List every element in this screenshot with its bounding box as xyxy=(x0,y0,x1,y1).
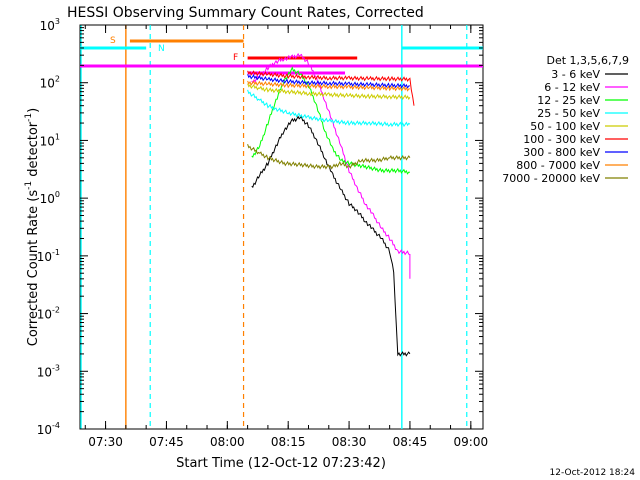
legend-entry-label: 25 - 50 keV xyxy=(537,107,600,120)
interval-letter: F xyxy=(233,53,238,63)
y-axis-label-sup1: -1 xyxy=(24,181,34,190)
x-axis-ticks: 07:30 07:45 08:00 08:15 08:30 08:45 09:00 xyxy=(84,25,489,449)
series-line xyxy=(247,80,410,92)
y-tick-label: 100 xyxy=(40,190,60,206)
interval-letter: S xyxy=(110,36,116,46)
x-tick-label: 07:45 xyxy=(149,435,184,449)
legend-entry-label: 800 - 7000 keV xyxy=(516,159,600,172)
legend-entry-label: 50 - 100 keV xyxy=(530,120,600,133)
y-tick-label: 102 xyxy=(40,75,60,91)
plot-frame xyxy=(79,24,484,430)
y-axis-label: Corrected Count Rate (s-1 detector-1) xyxy=(24,108,41,346)
legend-entry-label: 7000 - 20000 keV xyxy=(502,172,600,185)
series-line xyxy=(247,70,415,106)
series-line xyxy=(247,83,411,101)
legend-entry-label: 300 - 800 keV xyxy=(523,146,600,159)
y-axis-label-mid: detector xyxy=(26,121,41,181)
y-tick-label: 10-3 xyxy=(37,363,60,379)
x-tick-label: 07:30 xyxy=(88,435,123,449)
y-axis-label-end: ) xyxy=(26,108,41,113)
legend-entry-label: 6 - 12 keV xyxy=(544,81,600,94)
y-axis-label-sup2: -1 xyxy=(24,113,34,122)
y-tick-label: 10-1 xyxy=(37,248,60,264)
x-tick-label: 09:00 xyxy=(454,435,489,449)
y-tick-label: 101 xyxy=(40,132,60,148)
series-line xyxy=(247,74,410,89)
x-tick-label: 08:00 xyxy=(210,435,245,449)
series-line xyxy=(251,52,411,279)
series-line xyxy=(251,115,411,357)
footer-date: 12-Oct-2012 18:24 xyxy=(550,468,636,478)
chart-title: HESSI Observing Summary Count Rates, Cor… xyxy=(67,5,424,21)
series-line xyxy=(251,66,410,175)
legend-entry-label: 12 - 25 keV xyxy=(537,94,600,107)
x-tick-label: 08:45 xyxy=(393,435,428,449)
x-tick-label: 08:30 xyxy=(332,435,367,449)
series-line xyxy=(247,144,411,170)
series-line xyxy=(247,89,411,128)
y-tick-label: 10-2 xyxy=(37,306,60,322)
y-axis-ticks: 10-4 10-3 10-2 10-1 100 101 102 103 xyxy=(37,17,483,437)
x-axis-label: Start Time (12-Oct-12 07:23:42) xyxy=(176,456,386,471)
y-axis-label-main: Corrected Count Rate (s xyxy=(26,190,41,347)
y-tick-label: 10-4 xyxy=(37,421,60,437)
legend-title: Det 1,3,5,6,7,9 xyxy=(546,54,629,67)
x-tick-label: 08:15 xyxy=(271,435,306,449)
legend-entry-label: 100 - 300 keV xyxy=(523,133,600,146)
series-layer xyxy=(247,52,415,357)
legend-entry-label: 3 - 6 keV xyxy=(551,68,600,81)
interval-letter: N xyxy=(158,44,165,54)
y-tick-label: 103 xyxy=(40,17,60,33)
